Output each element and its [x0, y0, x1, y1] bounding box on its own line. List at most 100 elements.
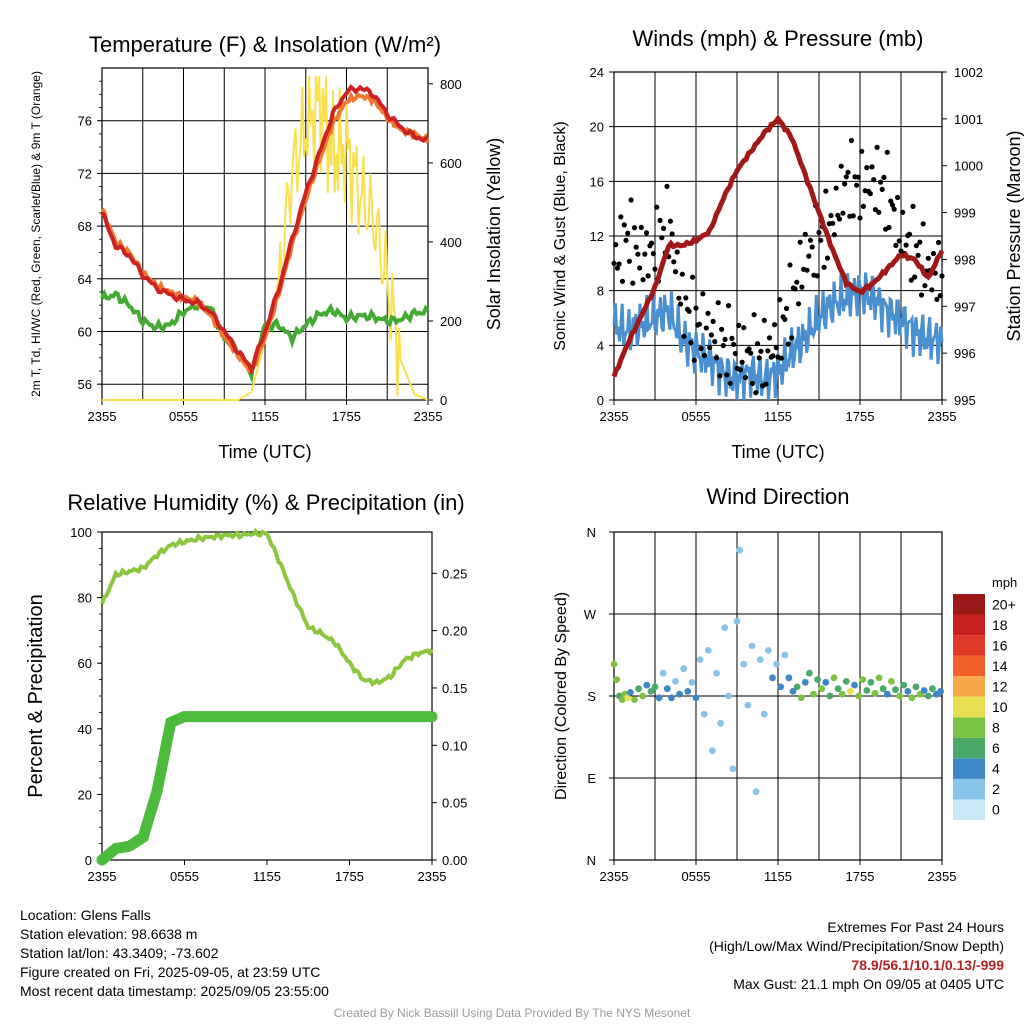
- series-line-pressure: [611, 114, 945, 378]
- gust-point: [876, 209, 882, 215]
- gust-point: [660, 225, 667, 231]
- gust-point: [652, 266, 658, 272]
- colorbar-swatch: [953, 717, 985, 738]
- gust-point: [937, 293, 943, 299]
- wind-direction-point: [659, 669, 667, 677]
- wind-direction-point: [859, 676, 867, 683]
- wind-direction-point: [668, 694, 675, 702]
- colorbar-swatch: [953, 737, 985, 759]
- gust-point: [671, 259, 677, 265]
- y2-tick-label: 0.00: [442, 853, 467, 868]
- wind-direction-point: [793, 683, 801, 691]
- gust-point: [772, 322, 778, 328]
- y2-tick-label: 0.10: [442, 738, 467, 753]
- y-tick-label: 56: [78, 377, 92, 392]
- y-tick-label: 40: [78, 722, 92, 737]
- series-line-2m-temp: [100, 84, 429, 376]
- gust-point: [683, 295, 689, 301]
- gust-point: [930, 250, 937, 257]
- wind-direction-point: [733, 617, 741, 625]
- wind-direction-point: [875, 674, 883, 682]
- wind-direction-point: [676, 690, 683, 698]
- gust-point: [799, 284, 805, 290]
- colorbar-title: mph: [992, 575, 1017, 590]
- gust-point: [649, 240, 655, 246]
- gust-point: [731, 341, 737, 347]
- wind-direction-point: [725, 692, 733, 700]
- gust-point: [643, 230, 650, 236]
- wind-direction-point: [765, 647, 772, 654]
- colorbar-label: 6: [992, 740, 1000, 756]
- gust-point: [698, 345, 704, 352]
- gust-point: [806, 253, 812, 259]
- wind-direction-point: [826, 692, 834, 700]
- gust-point: [614, 265, 621, 271]
- wind-direction-point: [721, 624, 729, 632]
- y2-tick-label: 996: [954, 346, 976, 361]
- wind-direction-point: [912, 683, 920, 691]
- y-tick-label: 100: [70, 525, 92, 540]
- gust-point: [824, 255, 831, 261]
- wind-direction-point: [635, 685, 642, 693]
- gust-point: [674, 249, 680, 255]
- wind-direction-point: [801, 678, 809, 686]
- gust-point: [871, 177, 877, 183]
- gust-point: [912, 274, 918, 280]
- y-tick-label: 64: [78, 272, 92, 287]
- gust-point: [619, 278, 626, 284]
- wind-direction-point: [773, 660, 780, 668]
- wind-direction-point: [842, 678, 850, 685]
- wind-direction-point: [830, 674, 838, 682]
- gust-point: [795, 301, 802, 307]
- colorbar-label: 0: [992, 802, 1000, 818]
- wind-direction-point: [752, 788, 760, 796]
- wind-direction-point: [797, 694, 805, 702]
- wind-direction-point: [777, 683, 785, 691]
- colorbar-swatch: [953, 594, 985, 615]
- gust-point: [686, 308, 692, 314]
- wind-direction-point: [744, 701, 752, 709]
- x-tick-label: 1755: [335, 869, 364, 884]
- gust-point: [860, 203, 867, 209]
- gust-point: [785, 341, 791, 347]
- gust-point: [900, 209, 906, 215]
- y-tick-label: 0: [597, 393, 604, 408]
- wind-direction-point: [613, 676, 621, 683]
- wind-direction-point: [700, 710, 708, 718]
- gust-point: [642, 251, 648, 257]
- gust-point: [753, 390, 759, 396]
- wind-direction-point: [781, 651, 789, 659]
- gust-point: [696, 321, 703, 327]
- x-tick-label: 1155: [764, 869, 792, 884]
- gust-point: [664, 183, 670, 189]
- y2-tick-label: 0.20: [442, 624, 467, 639]
- extremes-values: 78.9/56.1/10.1/0.13/-999: [851, 957, 1004, 973]
- gust-point: [679, 271, 685, 277]
- wind-direction-point: [810, 690, 817, 698]
- wind-direction-point: [822, 678, 830, 686]
- gust-point: [879, 186, 885, 192]
- gust-point: [748, 350, 754, 356]
- gust-point: [867, 191, 873, 197]
- gust-point: [792, 286, 798, 292]
- gust-point: [707, 344, 713, 351]
- gust-point: [727, 380, 733, 386]
- y2-tick-label: 997: [954, 299, 976, 314]
- gust-point: [842, 181, 848, 187]
- x-tick-label: 2355: [418, 869, 447, 884]
- gust-point: [720, 342, 726, 349]
- wind-direction-point: [740, 660, 748, 668]
- gust-point: [797, 239, 803, 245]
- gust-point: [749, 380, 756, 387]
- wind-direction-point: [663, 685, 671, 693]
- gust-point: [717, 373, 723, 379]
- wind-direction-point: [908, 694, 916, 702]
- gust-point: [857, 215, 863, 221]
- y2-tick-label: 600: [440, 156, 462, 171]
- wind-direction-point: [896, 692, 903, 700]
- gust-point: [908, 277, 914, 283]
- wind-direction-point: [692, 694, 700, 702]
- series-line-precipitation: [96, 711, 438, 866]
- gust-point: [613, 242, 619, 248]
- gust-point: [854, 182, 860, 188]
